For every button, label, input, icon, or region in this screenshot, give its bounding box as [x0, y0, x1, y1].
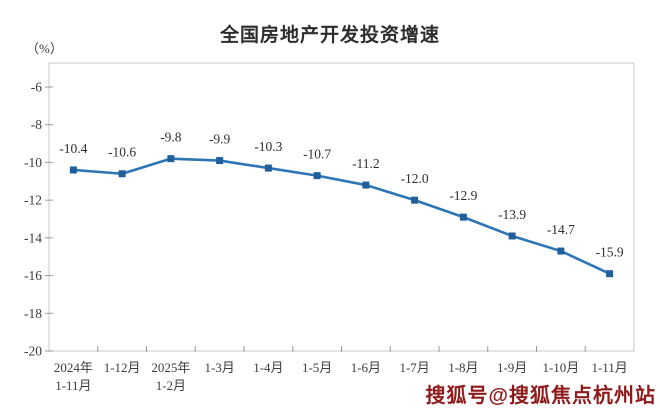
data-point-marker [118, 170, 126, 178]
chart-title: 全国房地产开发投资增速 [219, 25, 440, 46]
watermark-text: 搜狐号@搜狐焦点杭州站 [425, 385, 656, 407]
x-axis-label: 1-6月 [351, 360, 381, 375]
data-point-marker [508, 232, 516, 240]
y-axis-label: -18 [24, 306, 42, 321]
x-axis-label: 1-12月 [104, 360, 141, 375]
x-axis-label: 1-5月 [302, 360, 332, 375]
x-axis-label: 1-3月 [204, 360, 234, 375]
data-point-marker [459, 213, 467, 221]
data-point-label: -9.8 [160, 130, 182, 145]
data-point-label: -10.7 [303, 147, 331, 162]
x-axis-label: 1-9月 [497, 360, 527, 375]
data-point-marker [362, 181, 370, 189]
y-axis-label: -12 [24, 193, 42, 208]
x-axis-label: 1-4月 [253, 360, 283, 375]
data-point-label: -10.4 [59, 141, 87, 156]
x-axis-label: 1-10月 [542, 360, 579, 375]
data-point-label: -15.9 [596, 245, 624, 260]
y-axis-label: -20 [24, 344, 42, 359]
y-axis-label: -14 [24, 230, 42, 245]
y-axis-unit-label: （%） [26, 41, 63, 56]
data-point-marker [557, 247, 565, 255]
data-point-marker [167, 155, 175, 163]
data-point-marker [264, 164, 272, 172]
data-point-label: -12.0 [401, 171, 429, 186]
trend-line [73, 157, 611, 275]
data-point-label: -10.3 [254, 139, 282, 154]
y-axis-label: -10 [24, 155, 42, 170]
data-point-marker [216, 157, 224, 165]
x-axis-label: 2025年 [151, 360, 190, 375]
x-axis-label: 2024年 [54, 360, 93, 375]
y-axis-label: -6 [31, 80, 42, 95]
data-point-label: -12.9 [449, 188, 477, 203]
x-axis-label: 1-11月 [591, 360, 627, 375]
data-point-label: -11.2 [352, 156, 380, 171]
data-point-label: -13.9 [498, 207, 526, 222]
x-axis-label: 1-11月 [55, 378, 91, 393]
data-point-marker [606, 270, 614, 278]
y-axis-label: -8 [31, 117, 42, 132]
data-point-label: -14.7 [547, 222, 575, 237]
data-point-marker [313, 172, 321, 180]
data-point-marker [411, 196, 419, 204]
x-axis-label: 1-7月 [399, 360, 429, 375]
data-point-marker [69, 166, 77, 174]
y-axis-label: -16 [24, 268, 42, 283]
data-point-label: -9.9 [209, 132, 231, 147]
data-point-label: -10.6 [108, 145, 136, 160]
plot-border [48, 62, 635, 352]
x-axis-label: 1-2月 [156, 378, 186, 393]
x-axis-label: 1-8月 [448, 360, 478, 375]
